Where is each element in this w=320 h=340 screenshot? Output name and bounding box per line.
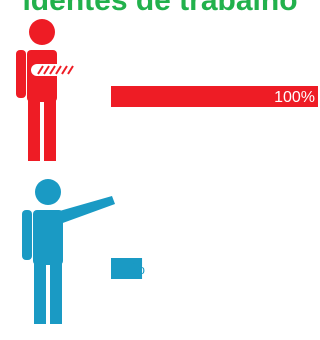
healthy-head [35,179,61,205]
sling-stripe [67,65,74,75]
bar-healthy [111,258,143,279]
bar-label-injured: 100% [274,89,315,106]
injured-left-arm [16,50,26,98]
sling-stripe [61,65,68,75]
injured-head [29,19,55,45]
sling-stripe [49,65,56,75]
healthy-left-arm [22,210,32,260]
chart-title: identes de trabalho [22,0,298,17]
bars: 100% 15% [111,86,318,279]
sling-stripes [37,65,74,75]
healthy-right-leg [50,262,62,324]
sling-stripe [55,65,62,75]
sling-stripe [43,65,50,75]
injured-person-arm-sling-icon [16,19,77,161]
healthy-torso [33,210,63,265]
injured-left-leg [28,99,40,161]
injured-right-leg [44,99,56,161]
healthy-left-leg [34,262,46,324]
sling-stripe [37,65,44,75]
bar-label-healthy: 15% [113,261,145,278]
bar-injured [111,86,318,107]
healthy-pointing-arm [56,196,115,224]
person-pointing-icon [22,179,115,324]
